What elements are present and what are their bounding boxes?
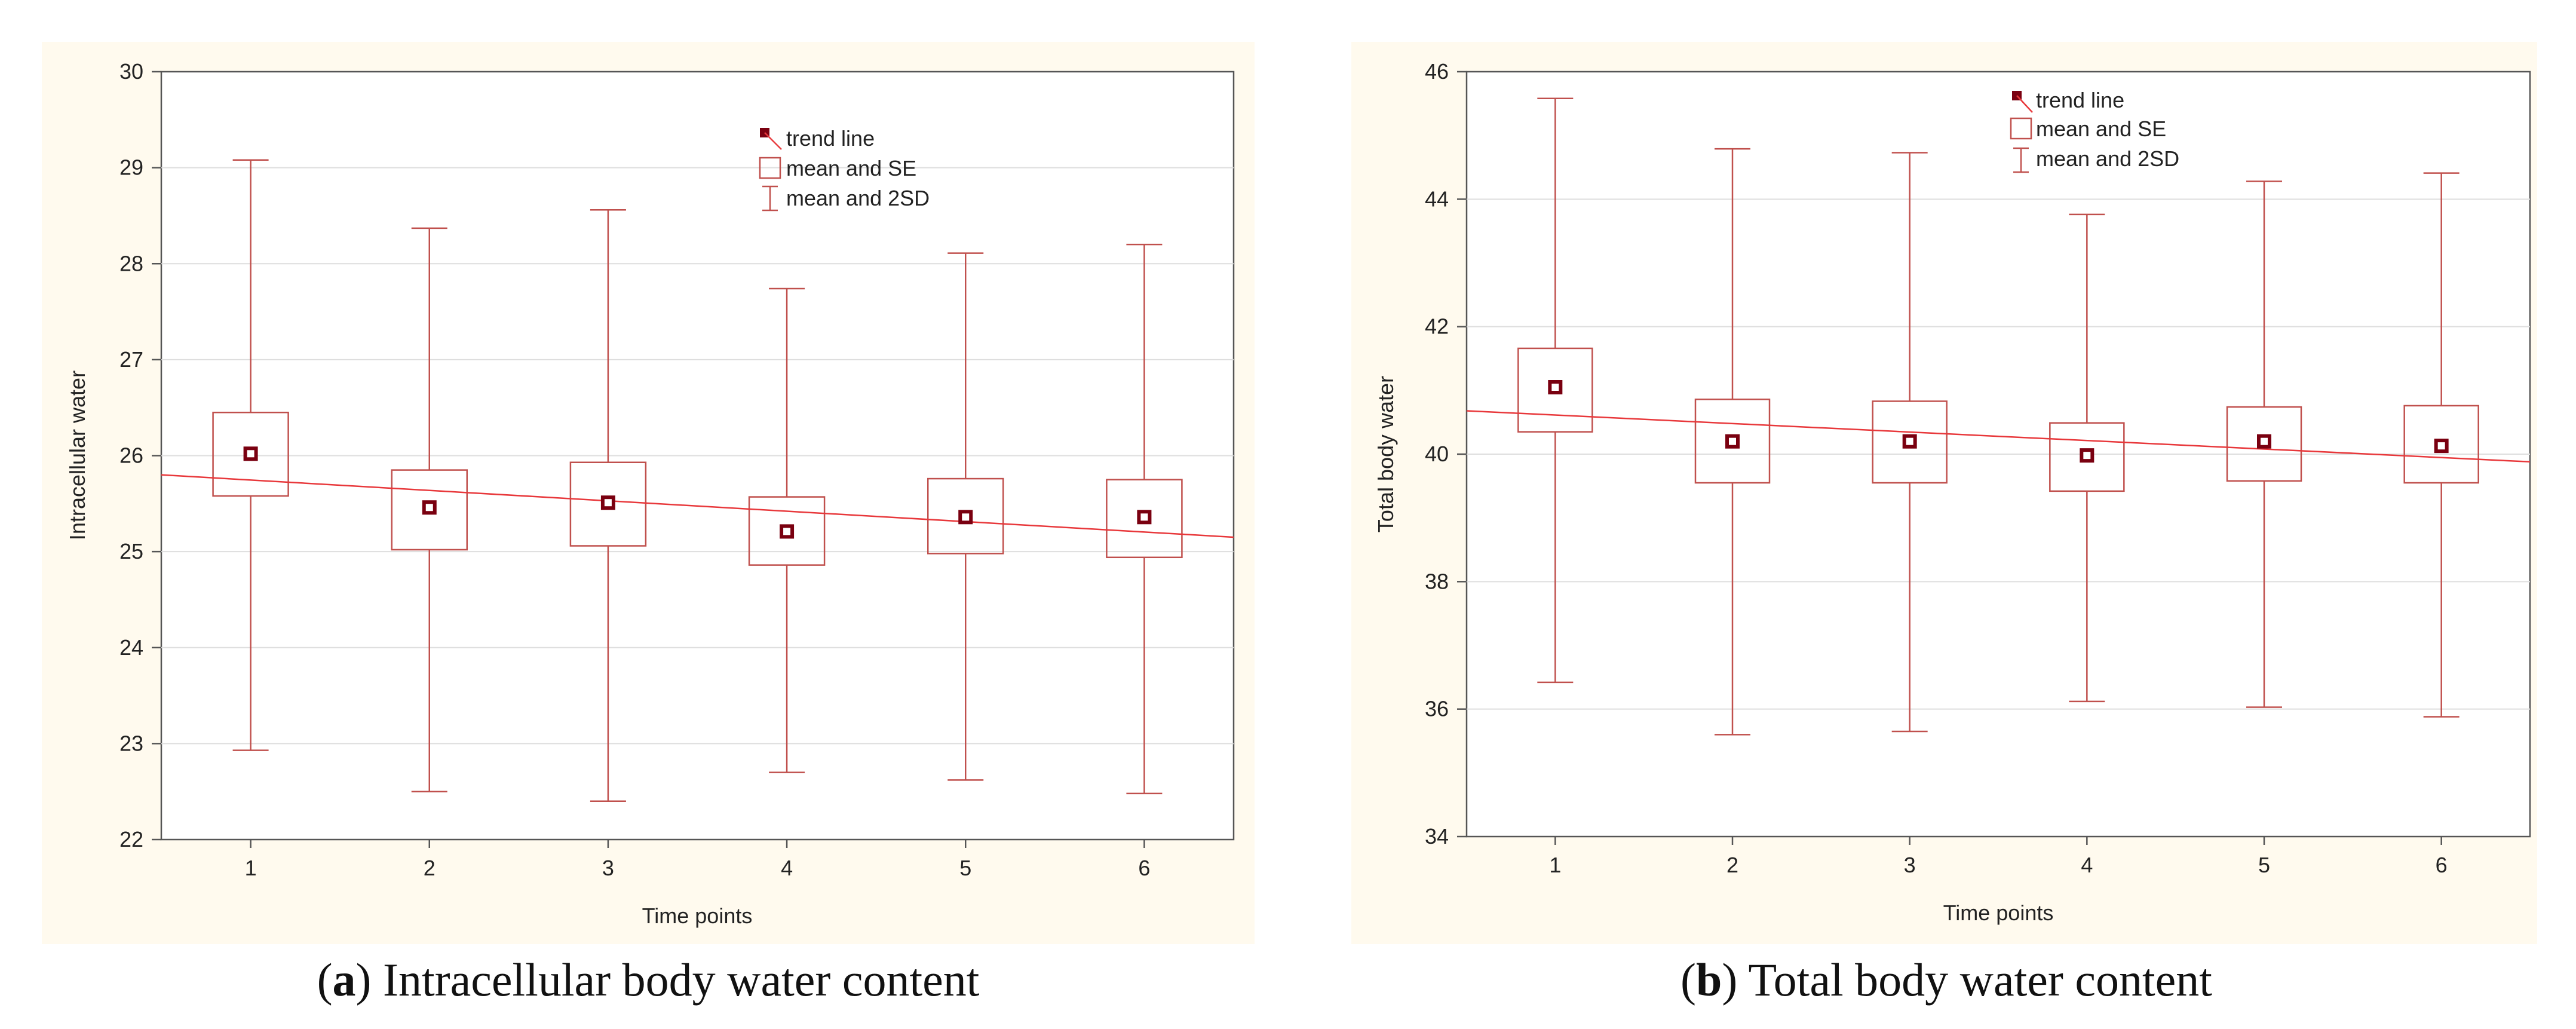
panel-b-se-box-3 bbox=[1872, 400, 1948, 484]
panel-b-caption: (b) Total body water content bbox=[1680, 954, 2212, 1006]
panel-a-x-tick-label-5: 5 bbox=[959, 856, 971, 880]
panel-a-se-box-3 bbox=[569, 461, 647, 547]
panel-a-y-tick-label-27: 27 bbox=[119, 347, 143, 372]
panel-b-se-box-5 bbox=[2226, 406, 2302, 482]
panel-b-legend: trend line mean and SE mean and 2SD bbox=[2010, 88, 2179, 173]
panel-a-y-tick-label-23: 23 bbox=[119, 731, 143, 755]
panel-b-mean-marker-6 bbox=[2434, 439, 2449, 454]
panel-b-y-axis-label: Total body water bbox=[1373, 376, 1398, 532]
panel-a-y-tick-label-24: 24 bbox=[119, 635, 143, 660]
panel-a-se-box-5 bbox=[927, 477, 1004, 555]
panel-a-x-tick-label-4: 4 bbox=[781, 856, 793, 880]
panel-a-legend-sd-label: mean and 2SD bbox=[786, 186, 930, 210]
panel-a-caption: (a) Intracellular body water content bbox=[317, 954, 980, 1006]
panel-b-x-tick-label-2: 2 bbox=[1726, 853, 1738, 877]
panel-a-x-tick-label-2: 2 bbox=[424, 856, 436, 880]
panel-b-x-tick-label-4: 4 bbox=[2081, 853, 2093, 877]
panel-b-marks bbox=[1466, 97, 2531, 736]
panel-b-mean-marker-4 bbox=[2080, 448, 2094, 463]
panel-a-x-axis-label: Time points bbox=[642, 904, 753, 928]
panel-b-se-box-4 bbox=[2049, 422, 2125, 492]
panel-a-marks bbox=[161, 159, 1234, 802]
panel-b-mean-marker-3 bbox=[1902, 434, 1917, 449]
panel-a-y-tick-label-26: 26 bbox=[119, 443, 143, 468]
panel-a-trend-line bbox=[161, 474, 1234, 538]
panel-a-se-box-6 bbox=[1106, 479, 1183, 559]
panel-a-caption-text: Intracellular body water content bbox=[383, 954, 980, 1006]
panel-a-caption-letter: a bbox=[333, 954, 356, 1006]
panel-b-y-tick-label-44: 44 bbox=[1425, 186, 1449, 211]
panel-b-legend-se-label: mean and SE bbox=[2036, 117, 2166, 141]
panel-a-x-tick-label-1: 1 bbox=[245, 856, 257, 880]
panel-a-legend-se-label: mean and SE bbox=[786, 156, 916, 180]
panel-a-y-tick-label-25: 25 bbox=[119, 539, 143, 564]
panel-a-y-tick-label-29: 29 bbox=[119, 155, 143, 180]
panel-a-legend-trend-label: trend line bbox=[786, 126, 875, 151]
panel-b-y-tick-label-38: 38 bbox=[1425, 569, 1449, 593]
panel-a-y-tick-label-28: 28 bbox=[119, 251, 143, 275]
panel-a-se-box-1 bbox=[212, 411, 289, 497]
panel-b-x-tick-label-1: 1 bbox=[1549, 853, 1561, 877]
panel-a-legend-trend-line bbox=[764, 132, 782, 150]
panel-a-se-box-2 bbox=[391, 469, 468, 551]
panel-a-y-tick-label-22: 22 bbox=[119, 827, 143, 852]
panel-b-x-tick-label-5: 5 bbox=[2258, 853, 2270, 877]
panel-b-caption-letter: b bbox=[1696, 954, 1722, 1006]
panel-b-y-axis: 34 36 38 40 42 44 46 bbox=[1425, 59, 1467, 849]
panel-a-mean-marker-1 bbox=[243, 446, 258, 461]
panel-a-x-axis: 1 2 3 4 5 6 bbox=[245, 840, 1150, 880]
panel-b-caption-text: Total body water content bbox=[1748, 954, 2212, 1006]
panel-b-x-tick-label-3: 3 bbox=[1904, 853, 1916, 877]
panel-b-legend-se-swatch bbox=[2010, 117, 2032, 140]
panel-b-y-tick-label-34: 34 bbox=[1425, 824, 1449, 849]
panel-b-legend-trend-line bbox=[2016, 95, 2033, 113]
panel-a-se-box-4 bbox=[748, 496, 826, 566]
panel-a-y-tick-label-30: 30 bbox=[119, 59, 143, 84]
panel-a-x-tick-label-3: 3 bbox=[602, 856, 614, 880]
panel-b-trend-line bbox=[1466, 410, 2531, 463]
panel-b-mean-marker-5 bbox=[2257, 434, 2271, 449]
panel-b-y-tick-label-40: 40 bbox=[1425, 442, 1449, 466]
panel-b-mean-marker-1 bbox=[1548, 380, 1563, 394]
panel-a-mean-marker-5 bbox=[958, 510, 973, 525]
panel-a-x-tick-label-6: 6 bbox=[1138, 856, 1150, 880]
panel-a-legend: trend line mean and SE mean and 2SD bbox=[759, 126, 930, 212]
panel-a-mean-marker-3 bbox=[600, 495, 615, 510]
panel-b-y-tick-label-36: 36 bbox=[1425, 697, 1449, 721]
panel-b-x-axis: 1 2 3 4 5 6 bbox=[1549, 837, 2448, 877]
panel-a-y-axis-label: Intracellular water bbox=[65, 370, 90, 540]
panel-a-legend-se-swatch bbox=[759, 157, 781, 179]
panel-a-mean-marker-6 bbox=[1137, 510, 1152, 525]
panel-b-se-box-2 bbox=[1694, 399, 1771, 484]
panel-b-mean-marker-2 bbox=[1725, 434, 1740, 449]
panel-b-y-tick-label-42: 42 bbox=[1425, 314, 1449, 339]
panel-b-se-box-6 bbox=[2403, 405, 2479, 484]
panel-a-gridlines bbox=[161, 167, 1234, 745]
panel-a-mean-marker-2 bbox=[422, 500, 437, 515]
panel-b-gridlines bbox=[1467, 198, 2530, 710]
panel-a-y-axis: 22 23 24 25 26 27 28 29 30 bbox=[119, 59, 161, 852]
panel-b-se-box-1 bbox=[1517, 347, 1593, 433]
panel-b-y-tick-label-46: 46 bbox=[1425, 59, 1449, 84]
panel-b-legend-sd-label: mean and 2SD bbox=[2036, 146, 2179, 171]
panel-a-mean-marker-4 bbox=[780, 524, 795, 539]
panel-b-legend-trend-label: trend line bbox=[2036, 88, 2124, 112]
panel-b-x-tick-label-6: 6 bbox=[2436, 853, 2448, 877]
panel-b-x-axis-label: Time points bbox=[1943, 901, 2054, 925]
